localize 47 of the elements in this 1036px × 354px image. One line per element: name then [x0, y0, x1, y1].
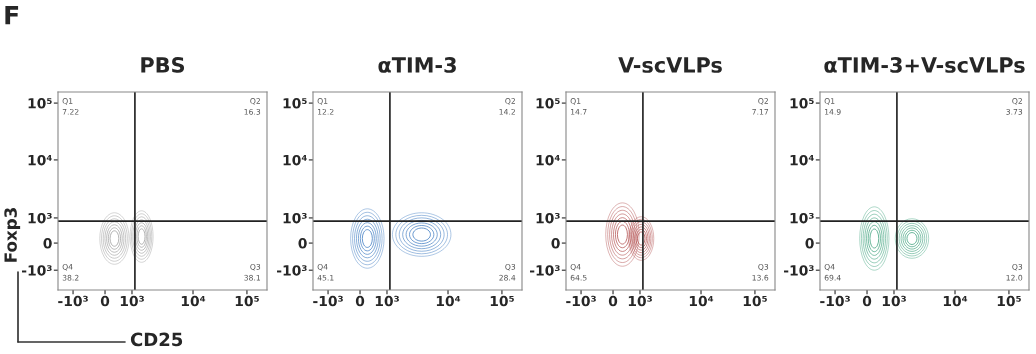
- text: CD25: [130, 332, 183, 347]
- text: -10³: [530, 265, 560, 276]
- text: 10⁵: [536, 98, 560, 109]
- text: 10³: [375, 295, 399, 307]
- text: 0: [551, 238, 560, 249]
- text: 10³: [120, 295, 144, 307]
- text: -10³: [313, 295, 343, 307]
- text: αTIM-3+V-scVLPs: [824, 57, 1025, 73]
- text: -10³: [566, 295, 596, 307]
- text: 10⁴: [689, 295, 714, 307]
- text: 10⁵: [790, 98, 814, 109]
- text: 10⁵: [28, 98, 52, 109]
- text: 10⁴: [436, 295, 461, 307]
- text: 10⁵: [283, 98, 307, 109]
- text: V-scVLPs: [618, 57, 722, 73]
- text: 0: [608, 295, 618, 307]
- text: αTIM-3: [378, 57, 456, 73]
- text: -10³: [784, 265, 814, 276]
- text: 10⁴: [283, 154, 307, 166]
- text: 10³: [882, 295, 906, 307]
- text: PBS: [141, 57, 185, 73]
- text: F: [5, 6, 19, 25]
- text: 10³: [536, 212, 560, 224]
- text: 0: [862, 295, 872, 307]
- text: 10⁴: [790, 154, 814, 166]
- text: -10³: [58, 295, 88, 307]
- text: 10⁵: [743, 295, 767, 307]
- text: 0: [298, 238, 307, 249]
- text: 10³: [628, 295, 652, 307]
- text: 0: [355, 295, 365, 307]
- text: 10⁵: [997, 295, 1021, 307]
- text: 10³: [283, 212, 307, 224]
- text: 0: [43, 238, 52, 249]
- text: 0: [805, 238, 814, 249]
- text: -10³: [22, 265, 52, 276]
- text: 10⁵: [235, 295, 259, 307]
- text: 0: [100, 295, 110, 307]
- text: 10³: [790, 212, 814, 224]
- text: 10⁴: [181, 295, 206, 307]
- text: 10⁵: [490, 295, 514, 307]
- text: 10⁴: [943, 295, 968, 307]
- text: -10³: [820, 295, 850, 307]
- text: 10⁴: [28, 154, 52, 166]
- text: 10⁴: [536, 154, 560, 166]
- text: Foxp3: [4, 208, 21, 262]
- text: 10³: [28, 212, 52, 224]
- text: -10³: [277, 265, 307, 276]
